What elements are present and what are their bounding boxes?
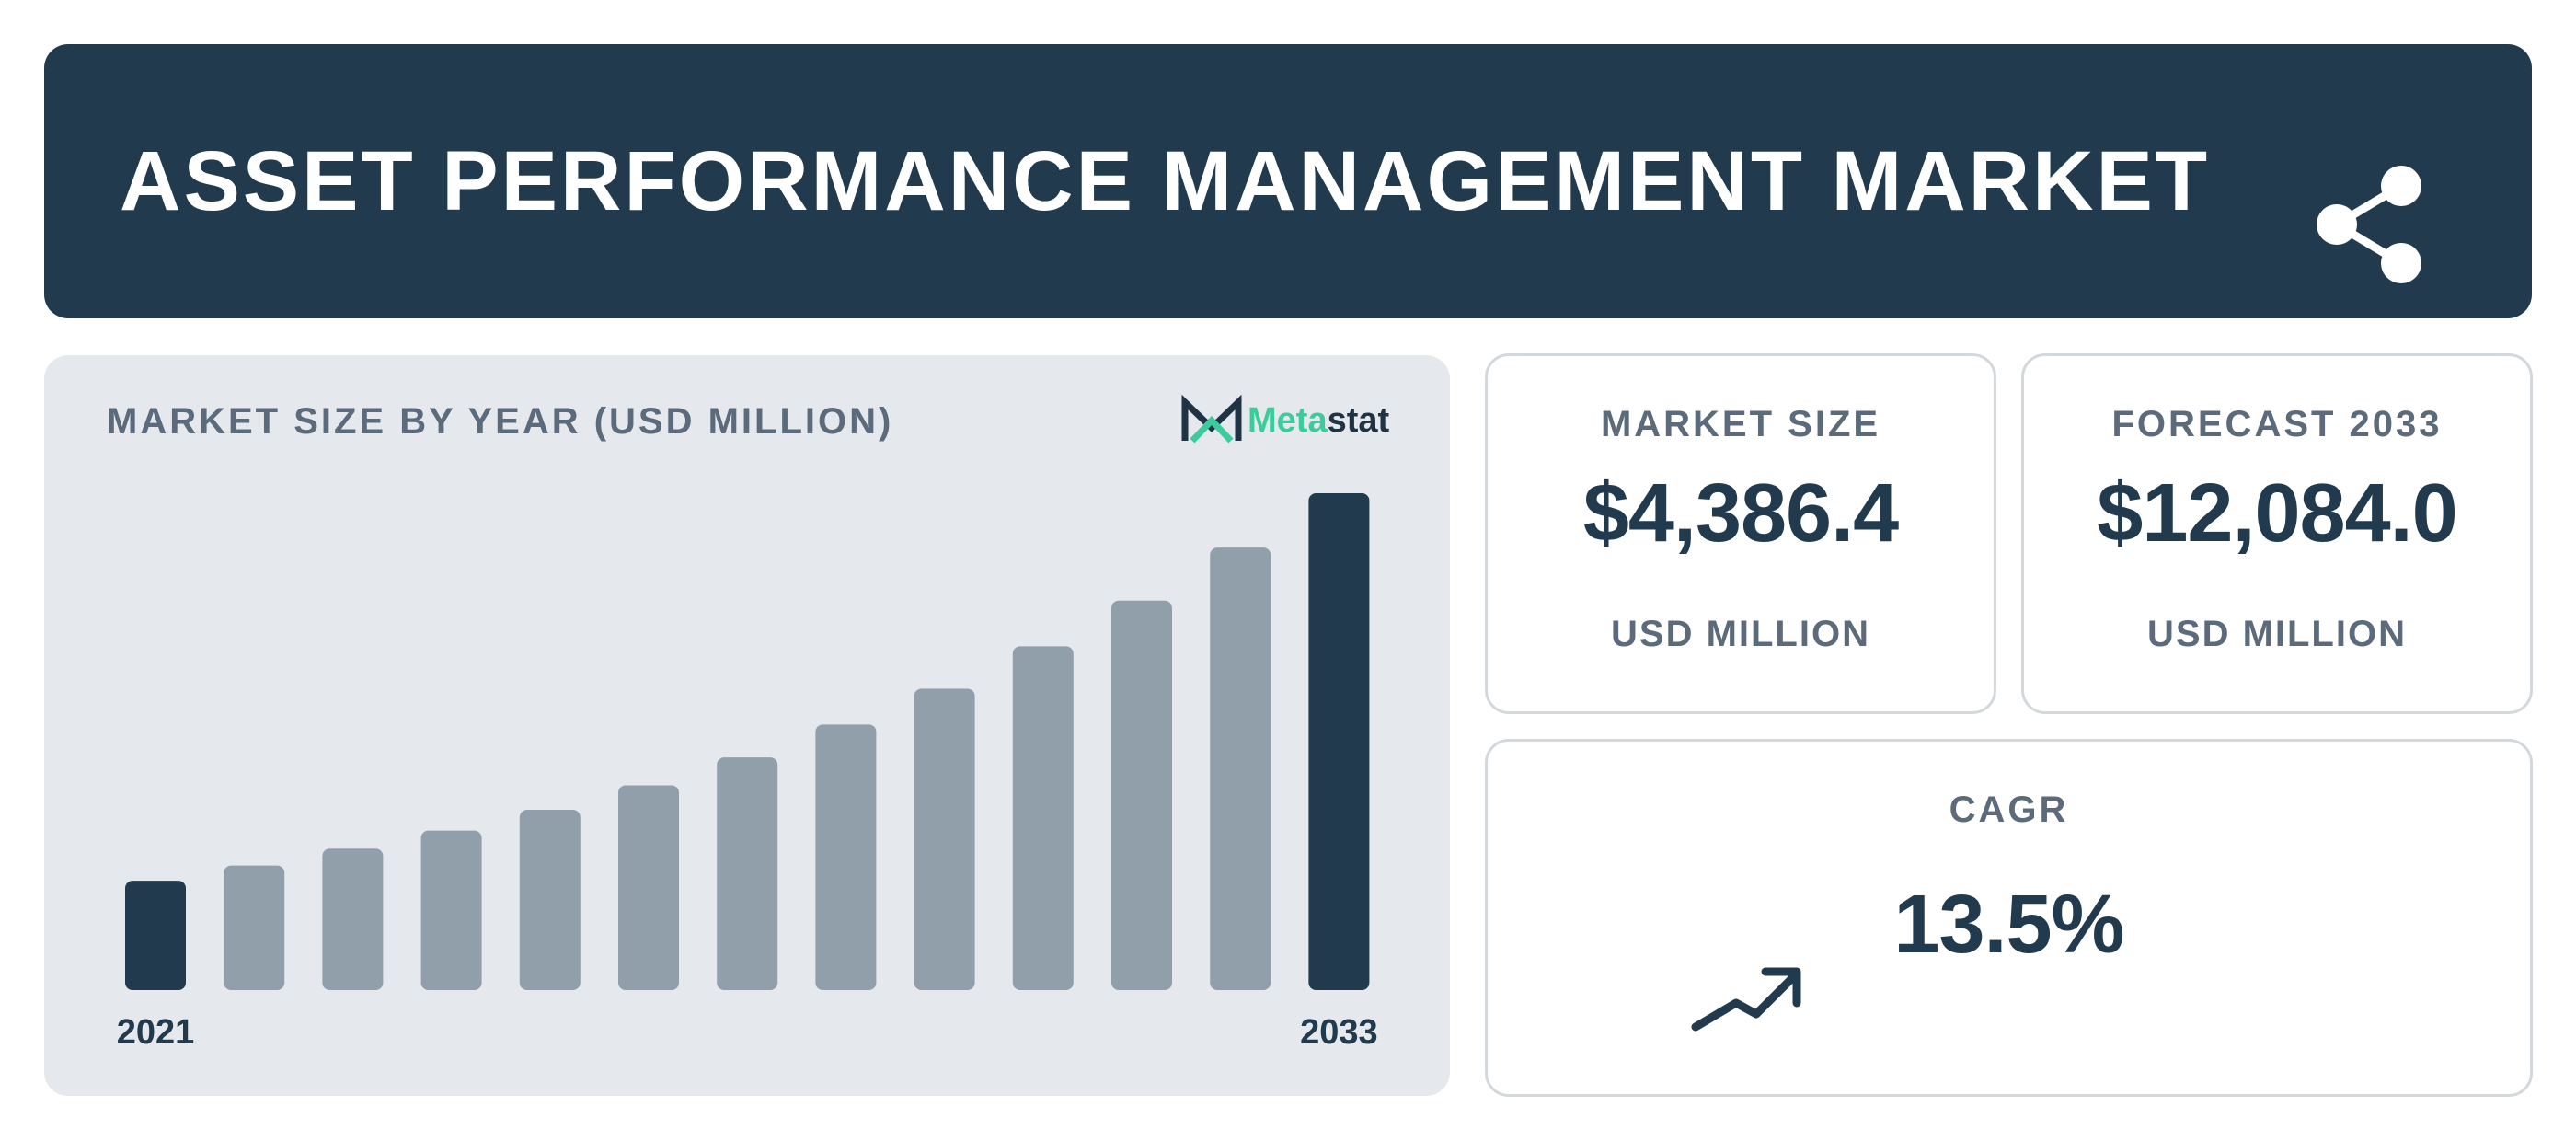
chart-title: MARKET SIZE BY YEAR (USD MILLION) [107, 401, 894, 442]
bar-2033 [1308, 493, 1370, 990]
bar-2028 [815, 724, 877, 990]
bar-chart: 2021 2033 [117, 493, 1378, 1052]
bar-2027 [717, 757, 778, 990]
bar-2026 [618, 785, 679, 990]
forecast-card: FORECAST 2033 $12,084.0 USD MILLION [2021, 353, 2533, 714]
cagr-card: CAGR 13.5% [1485, 739, 2533, 1097]
bar-2031 [1111, 600, 1172, 990]
bar-2021 [125, 881, 186, 990]
cagr-value: 13.5% [1893, 879, 2124, 971]
logo-text: Metastat [1248, 400, 1390, 440]
metastat-logo: Metastat [1179, 394, 1389, 447]
bar-2024 [420, 830, 482, 990]
header-banner: ASSET PERFORMANCE MANAGEMENT MARKET [44, 44, 2532, 318]
page-title: ASSET PERFORMANCE MANAGEMENT MARKET [120, 134, 2211, 228]
bar-2029 [914, 688, 975, 990]
bar-2030 [1012, 646, 1074, 990]
chart-card: MARKET SIZE BY YEAR (USD MILLION) Metast… [44, 355, 1450, 1096]
x-tick-label: 2033 [1300, 1013, 1378, 1052]
forecast-value: $12,084.0 [2097, 467, 2457, 559]
trend-up-icon [1691, 967, 1801, 1032]
bar-2022 [224, 865, 285, 990]
forecast-label: FORECAST 2033 [2111, 404, 2443, 444]
bar-2032 [1210, 547, 1271, 990]
market-size-card: MARKET SIZE $4,386.4 USD MILLION [1485, 353, 1996, 714]
market-size-label: MARKET SIZE [1600, 404, 1881, 444]
bar-2023 [322, 848, 384, 990]
market-size-unit: USD MILLION [1611, 614, 1870, 654]
x-tick-label: 2021 [117, 1013, 195, 1052]
cagr-label: CAGR [1949, 789, 2069, 830]
share-icon[interactable] [2307, 160, 2445, 289]
bar-2025 [519, 809, 581, 990]
market-size-value: $4,386.4 [1582, 467, 1899, 559]
metastat-logo-icon [1181, 395, 1242, 444]
forecast-unit: USD MILLION [2147, 614, 2407, 654]
